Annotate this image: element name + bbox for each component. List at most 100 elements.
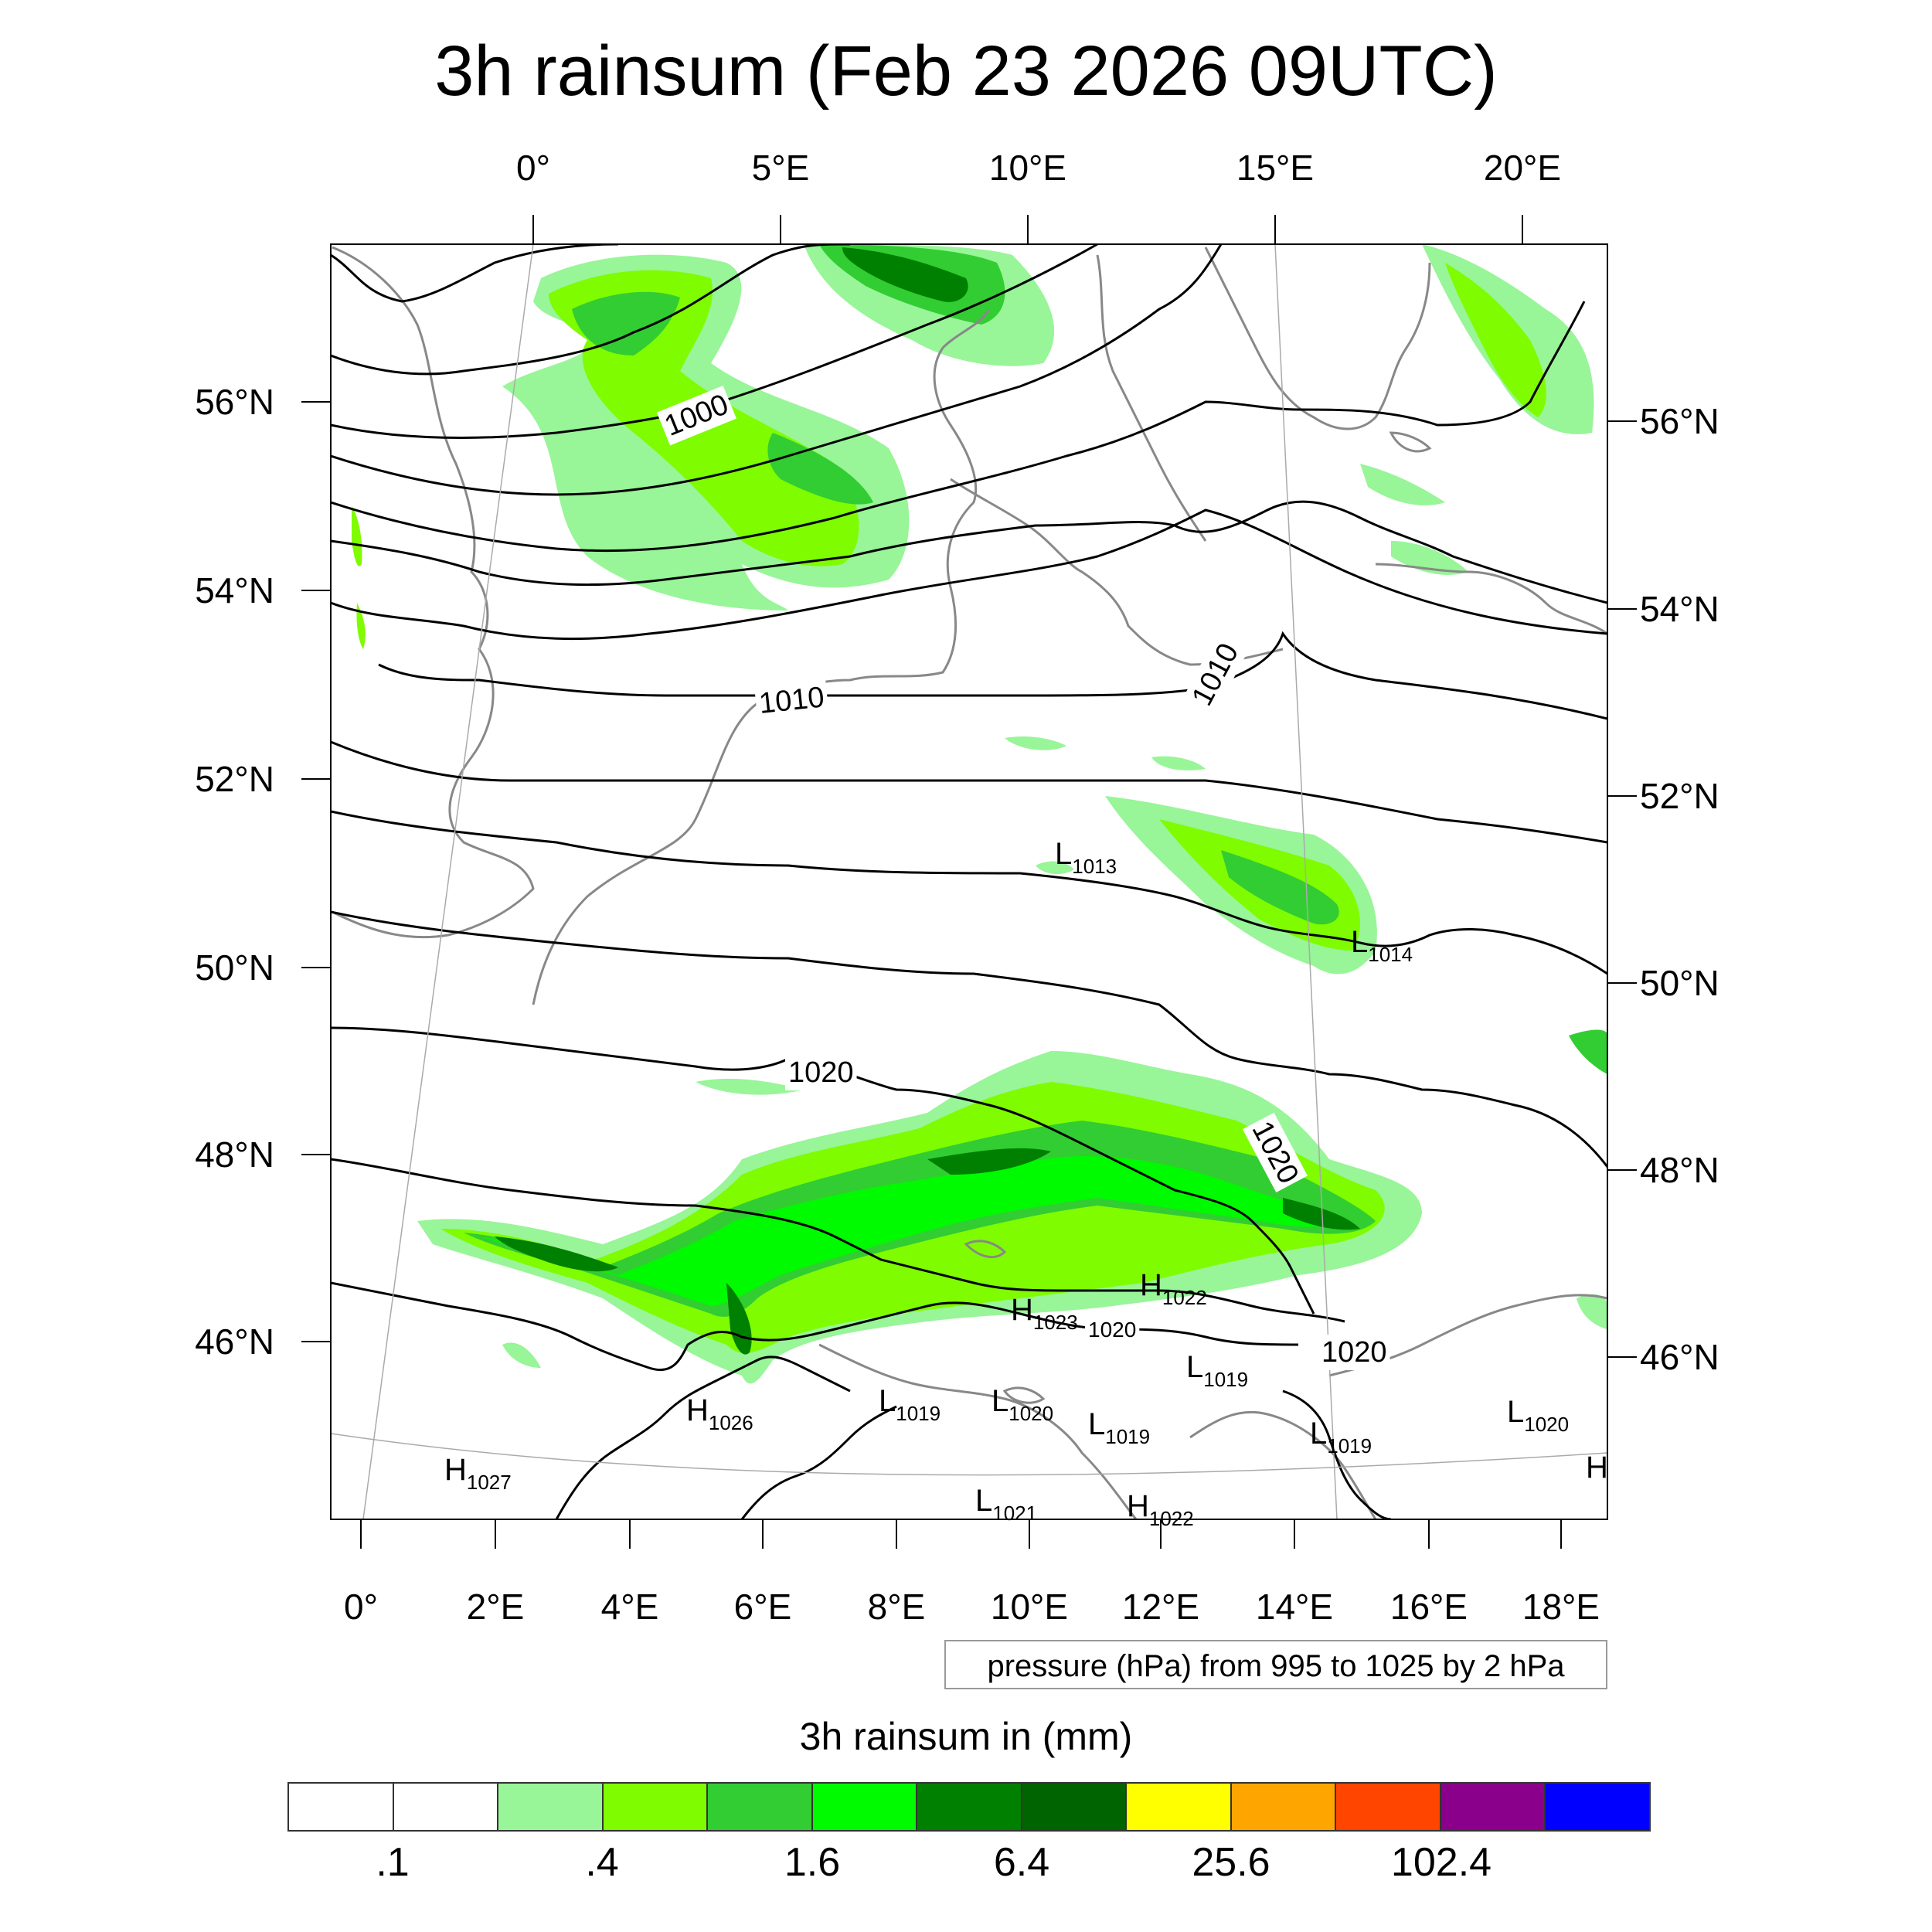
bottom-lon-tick: 10°E [990,1587,1069,1627]
rain-area-poland-core [1221,850,1339,925]
isobars [331,244,1607,1519]
isobar-line [331,810,1607,975]
coastline-islands [964,431,1432,1404]
pressure-info-box: pressure (hPa) from 995 to 1025 by 2 hPa [944,1640,1607,1689]
coastline-continent [532,308,991,1005]
isobar-label-background [1085,1316,1140,1343]
bottom-lon-tick: 12°E [1121,1587,1200,1627]
isobar-line [331,740,1607,844]
colorbar-cell [289,1784,394,1830]
isobar-line [378,631,1607,720]
left-lat-tick: 48°N [195,1134,274,1175]
isobar-line [331,910,1607,1168]
pressure-center-label: L1020 [992,1384,1053,1425]
graticule-line [362,244,534,1519]
left-lat-tick: 54°N [195,570,274,611]
pressure-center-label: H1023 [1011,1293,1078,1334]
isobar-label-background [753,679,829,723]
pressure-center-label: H1022 [1140,1268,1207,1309]
pressure-center-label: H [1586,1451,1608,1485]
graticule-line [1274,244,1338,1519]
pressure-center-label: L1020 [1507,1395,1569,1436]
colorbar-cell [1440,1784,1546,1830]
rain-area-baltic-inner [1445,263,1546,417]
colorbar-label: 6.4 [993,1840,1050,1885]
colorbar-cell [1127,1784,1232,1830]
graticule-line [331,1433,1607,1476]
colorbar-label: 102.4 [1390,1840,1492,1885]
top-lon-tick: 10°E [988,148,1067,188]
rain-area-denmark-core [842,247,968,302]
right-lat-tick: 50°N [1640,963,1719,1003]
isobar-line [331,244,851,376]
isobar-line [331,1026,1315,1315]
rain-area-alps-bright [479,1156,1345,1306]
left-lat-tick: 56°N [195,382,274,422]
right-lat-tick: 48°N [1640,1150,1719,1190]
isobar-line [1282,1389,1392,1519]
colorbar-cell [1546,1784,1649,1830]
pressure-center-label: L1019 [1310,1417,1372,1458]
top-lon-tick: 20°E [1483,148,1562,188]
top-lon-tick: 0° [516,148,550,188]
colorbar-cell [1336,1784,1441,1830]
isobar-line [331,509,1607,641]
colorbar-label: 25.6 [1192,1840,1270,1885]
map-title: 3h rainsum (Feb 23 2026 09UTC) [434,32,1498,111]
isobar-line [331,301,1586,553]
bottom-lon-tick: 6°E [733,1587,792,1627]
isobar-label: 1020 [788,1056,854,1089]
right-lat-tick: 56°N [1640,401,1719,441]
map-frame-border [330,243,1608,1520]
coastline-baltic [1375,563,1607,635]
colorbar-label: .1 [376,1840,410,1885]
colorbar-label: 1.6 [784,1840,841,1885]
pressure-center-label: H1026 [686,1393,753,1434]
pressure-center-label: L1019 [1186,1350,1248,1391]
isobar-line [331,500,1607,604]
pressure-center-label: L1019 [1088,1407,1150,1448]
left-lat-tick: 46°N [195,1321,274,1362]
isobar-labels: 1000 1010 1010 1020 1020 1020 1020 [656,386,1390,1370]
rain-area-north-sea-core [572,291,873,505]
rain-area-uk-strip [352,506,366,649]
colorbar-cell [498,1784,604,1830]
colorbar-cell [603,1784,709,1830]
colorbar [287,1782,1651,1832]
isobar-label-background [785,1055,857,1090]
bottom-lon-tick: 16°E [1389,1587,1468,1627]
pressure-center-label: H1027 [444,1453,512,1494]
coastlines [332,246,1607,1519]
rain-areas [352,244,1607,1384]
top-lon-tick: 15°E [1236,148,1315,188]
bottom-lon-tick: 8°E [867,1587,926,1627]
right-lat-tick: 46°N [1640,1337,1719,1377]
bottom-lon-tick: 4°E [600,1587,659,1627]
isobar-label: 1010 [757,681,825,720]
rain-area-adriatic [1577,1294,1607,1329]
top-lon-tick: 5°E [751,148,810,188]
pressure-center-label: L1021 [975,1484,1037,1525]
isobar-line [331,244,619,303]
colorbar-title: 3h rainsum in (mm) [799,1715,1133,1758]
colorbar-cell [393,1784,499,1830]
pressure-center-label: L1013 [1055,837,1117,878]
isobar-label-background [1318,1335,1390,1370]
right-lat-tick: 54°N [1640,589,1719,629]
colorbar-cell [917,1784,1022,1830]
right-lat-tick: 52°N [1640,776,1719,816]
pressure-center-label: L1019 [879,1384,940,1425]
colorbar-cell [812,1784,918,1830]
isobar-line [331,244,1223,496]
isobar-line [555,1355,897,1519]
pressure-center-label: L1014 [1351,925,1413,966]
bottom-lon-tick: 0° [344,1587,378,1627]
bottom-lon-tick: 18°E [1522,1587,1600,1627]
isobar-label: 1020 [1321,1336,1387,1369]
rain-area-east-edge [1569,1029,1607,1074]
isobar-label-background [1242,1112,1308,1193]
bottom-lon-tick: 2°E [466,1587,525,1627]
graticule [331,244,1607,1519]
colorbar-cell [1231,1784,1337,1830]
